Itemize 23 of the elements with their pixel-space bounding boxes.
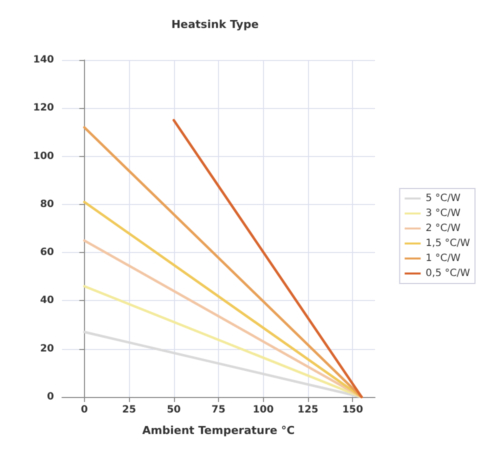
- chart-title: Heatsink Type: [171, 18, 259, 31]
- x-tick-label: 75: [212, 404, 226, 416]
- y-tick-label: 120: [33, 102, 54, 114]
- x-tick-label: 100: [252, 404, 274, 416]
- x-tick-label: 0: [80, 404, 88, 416]
- y-tick-label: 140: [33, 54, 54, 66]
- legend-label: 5 °C/W: [426, 193, 461, 204]
- legend-label: 0,5 °C/W: [426, 268, 470, 279]
- y-tick-label: 20: [40, 343, 54, 354]
- x-tick-label: 150: [342, 404, 364, 416]
- y-tick-label: 60: [40, 247, 54, 258]
- y-tick-label: 80: [40, 198, 54, 210]
- x-tick-label: 125: [297, 404, 318, 416]
- x-tick-label: 25: [122, 404, 136, 416]
- x-tick-label: 50: [166, 404, 181, 416]
- y-tick-label: 100: [33, 150, 54, 162]
- legend-label: 1 °C/W: [426, 253, 461, 264]
- legend-label: 2 °C/W: [426, 223, 461, 234]
- legend-label: 1,5 °C/W: [426, 238, 470, 249]
- y-tick-label: 0: [47, 392, 54, 402]
- y-tick-label: 40: [40, 295, 54, 306]
- legend-label: 3 °C/W: [426, 208, 461, 219]
- x-axis-title: Ambient Temperature °C: [142, 424, 295, 437]
